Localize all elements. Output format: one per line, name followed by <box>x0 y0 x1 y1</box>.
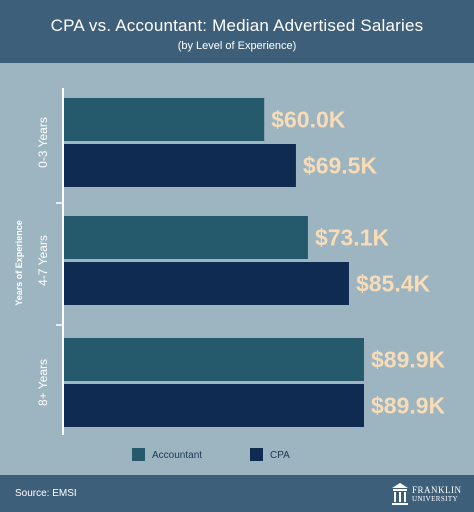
bar-value-label: $85.4K <box>356 271 431 297</box>
bar-chart: $60.0K $69.5K 0-3 Years $73.1K $85.4K 4-7 Yea… <box>14 88 446 461</box>
bar-accountant-1 <box>64 98 265 141</box>
logo-text-franklin: FRANKLIN <box>412 485 462 495</box>
bar-cpa-1 <box>64 144 296 187</box>
legend-label-cpa: CPA <box>270 450 290 461</box>
bar-value-label: $73.1K <box>315 225 390 251</box>
bar-accountant-2 <box>64 216 308 259</box>
franklin-university-logo: FRANKLIN UNIVERSITY <box>391 482 461 508</box>
footer: Source: EMSI FRANKLIN UNIVERSITY <box>0 477 474 512</box>
bar-value-label: $69.5K <box>303 153 378 179</box>
source-note: Source: EMSI <box>15 488 77 499</box>
bar-value-label: $89.9K <box>371 393 446 419</box>
legend-swatch-cpa <box>250 448 263 461</box>
category-label: 4-7 Years <box>36 235 50 286</box>
bar-cpa-2 <box>64 262 349 305</box>
category-label: 0-3 Years <box>36 117 50 168</box>
chart-title: CPA vs. Accountant: Median Advertised Sa… <box>50 16 424 35</box>
bar-cpa-3 <box>64 384 364 427</box>
category-label: 8+ Years <box>36 359 50 406</box>
legend-swatch-accountant <box>132 448 145 461</box>
y-axis-title: Years of Experience <box>14 220 24 306</box>
plot-area: $60.0K $69.5K 0-3 Years $73.1K $85.4K 4-7 Yea… <box>0 63 474 475</box>
bar-value-label: $60.0K <box>271 107 346 133</box>
chart-subtitle: (by Level of Experience) <box>177 40 297 52</box>
logo-text-university: UNIVERSITY <box>412 495 458 503</box>
bar-accountant-3 <box>64 338 364 381</box>
chart-header: CPA vs. Accountant: Median Advertised Sa… <box>0 0 474 60</box>
legend-label-accountant: Accountant <box>152 450 202 461</box>
bar-value-label: $89.9K <box>371 347 446 373</box>
building-icon <box>392 483 408 505</box>
